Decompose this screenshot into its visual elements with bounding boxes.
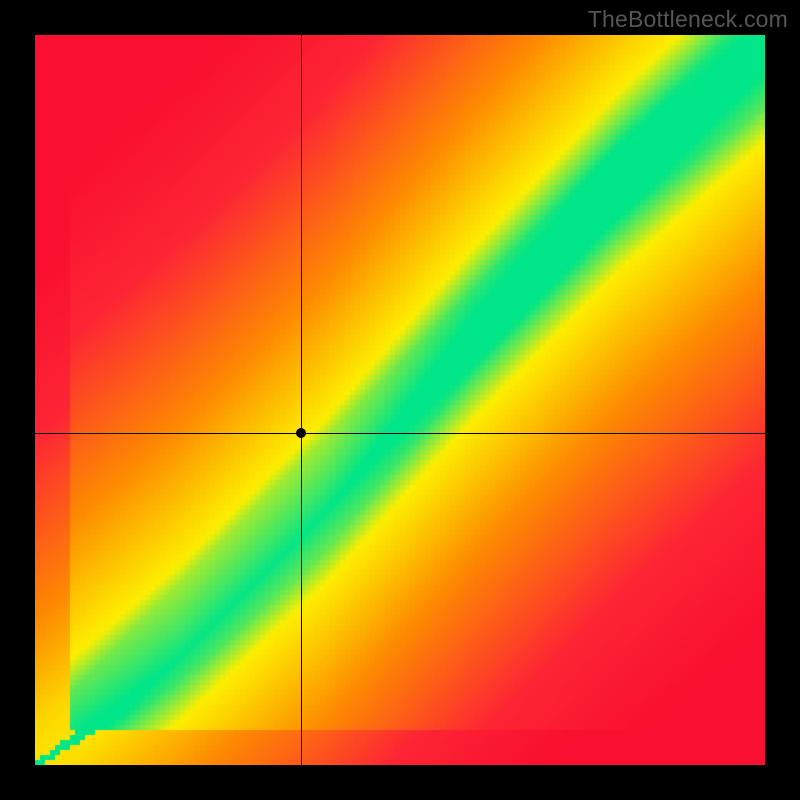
plot-area — [35, 35, 765, 765]
heatmap-canvas — [35, 35, 765, 765]
crosshair-horizontal — [35, 433, 765, 434]
chart-container: TheBottleneck.com — [0, 0, 800, 800]
crosshair-vertical — [301, 35, 302, 765]
crosshair-marker — [296, 428, 306, 438]
watermark-text: TheBottleneck.com — [588, 6, 788, 33]
